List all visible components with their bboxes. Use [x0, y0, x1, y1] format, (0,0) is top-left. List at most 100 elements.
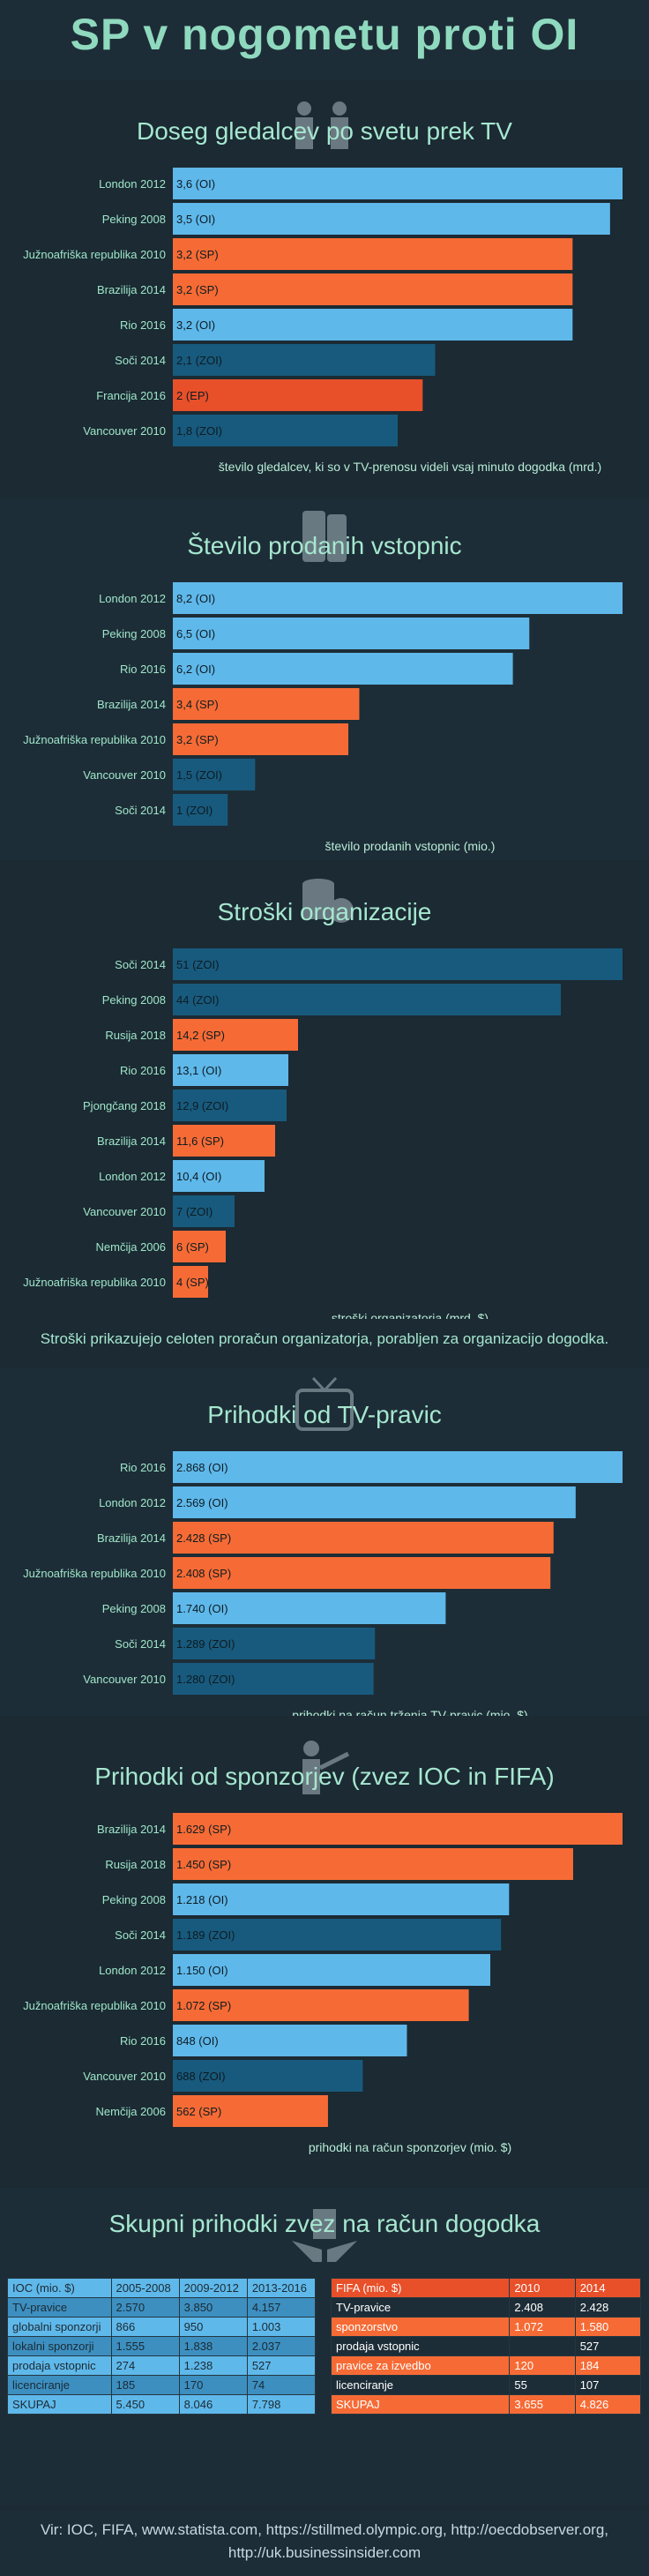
category-label: Brazilija 2014: [97, 1531, 166, 1545]
value-label: 4 (SP): [176, 1276, 209, 1289]
bar: [173, 1989, 469, 2021]
value-label: 562 (SP): [176, 2105, 221, 2118]
table-cell: TV-pravice: [330, 2297, 511, 2318]
bar: [173, 723, 349, 755]
bar: [173, 653, 513, 685]
category-label: Vancouver 2010: [83, 2070, 166, 2083]
category-label: Vancouver 2010: [83, 1205, 166, 1218]
table-cell: 1.580: [574, 2317, 642, 2337]
table-cell: 1.238: [178, 2355, 248, 2376]
table-row: pravice za izvedbo 120 184: [330, 2355, 642, 2376]
value-label: 2.408 (SP): [176, 1567, 231, 1580]
category-label: Pjongčang 2018: [83, 1099, 166, 1112]
table-header-row: FIFA (mio. $) 2010 2014: [330, 2278, 642, 2298]
category-label: Soči 2014: [115, 958, 166, 971]
page-title: SP v nogometu proti OI: [70, 10, 579, 59]
value-label: 10,4 (OI): [176, 1170, 221, 1183]
value-label: 1.150 (OI): [176, 1964, 228, 1977]
bar: [173, 415, 398, 446]
value-label: 1.629 (SP): [176, 1823, 231, 1836]
table-cell: 274: [110, 2355, 180, 2376]
value-label: 7 (ZOI): [176, 1205, 213, 1218]
table-cell: licenciranje: [7, 2375, 112, 2395]
table-cell: lokalni sponzorji: [7, 2336, 112, 2356]
value-label: 1 (ZOI): [176, 804, 213, 817]
section-title: Stroški organizacije: [217, 898, 432, 925]
section-tickets: Število prodanih vstopnic London 2012 8,2…: [0, 498, 649, 860]
table-cell: licenciranje: [330, 2375, 511, 2395]
bar: [173, 309, 573, 341]
category-label: Rio 2016: [120, 2034, 166, 2048]
category-label: London 2012: [99, 1170, 166, 1183]
value-label: 1,8 (ZOI): [176, 424, 222, 438]
category-label: Južnoafriška republika 2010: [23, 1999, 166, 2012]
category-label: Rio 2016: [120, 318, 166, 332]
sources-line-1: Vir: IOC, FIFA, www.statista.com, https:…: [40, 2521, 609, 2538]
bar: [173, 1195, 235, 1227]
category-label: Francija 2016: [96, 389, 166, 402]
chart-tickets: London 2012 8,2 (OI) Peking 2008 6,5 (OI) Ri…: [23, 582, 623, 853]
table-cell: 2014: [574, 2278, 642, 2298]
category-label: Južnoafriška republika 2010: [23, 1276, 166, 1289]
table-cell: 184: [574, 2355, 642, 2376]
table-row: prodaja vstopnic 274 1.238 527: [7, 2355, 317, 2376]
bar: [173, 688, 360, 720]
table-cell: 527: [246, 2355, 317, 2376]
section-title: Prihodki od TV-pravic: [207, 1401, 442, 1428]
value-label: 3,2 (SP): [176, 248, 219, 261]
value-label: 44 (ZOI): [176, 993, 219, 1007]
table-cell: 950: [178, 2317, 248, 2337]
axis-label: prihodki na račun trženja TV-pravic (mio…: [292, 1708, 527, 1716]
table-cell: 1.555: [110, 2336, 180, 2356]
table-cell: SKUPAJ: [7, 2394, 112, 2415]
table-cell: 2009-2012: [178, 2278, 248, 2298]
value-label: 3,2 (SP): [176, 733, 219, 746]
value-label: 2 (EP): [176, 389, 209, 402]
axis-label: prihodki na račun sponzorjev (mio. $): [309, 2140, 511, 2154]
category-label: Peking 2008: [102, 1602, 166, 1615]
category-label: Brazilija 2014: [97, 1134, 166, 1148]
bar: [173, 1663, 374, 1695]
value-label: 688 (ZOI): [176, 2070, 226, 2083]
chart-viewers: London 2012 3,6 (OI) Peking 2008 3,5 (OI) Ju…: [23, 168, 623, 474]
value-label: 12,9 (ZOI): [176, 1099, 228, 1112]
value-label: 1.218 (OI): [176, 1893, 228, 1906]
bar: [173, 1266, 208, 1298]
money-hands-icon: [292, 2209, 357, 2262]
value-label: 1.072 (SP): [176, 1999, 231, 2012]
value-label: 6,2 (OI): [176, 663, 215, 676]
table-cell: 1.072: [509, 2317, 576, 2337]
footer-sources: Vir: IOC, FIFA, www.statista.com, https:…: [0, 2510, 649, 2576]
table-row: prodaja vstopnic 527: [330, 2336, 642, 2356]
table-cell: 2005-2008: [110, 2278, 180, 2298]
category-label: Soči 2014: [115, 354, 166, 367]
value-label: 8,2 (OI): [176, 592, 215, 605]
bar: [173, 1019, 298, 1051]
category-label: Rusija 2018: [105, 1029, 166, 1042]
section-costs: Stroški organizacije Soči 2014 51 (ZOI) Pe…: [0, 865, 649, 1354]
bar: [173, 344, 436, 376]
category-label: Soči 2014: [115, 1637, 166, 1651]
section-totals: Skupni prihodki zvez na račun dogodka IO…: [0, 2188, 649, 2505]
bar: [173, 203, 610, 235]
table-cell: 8.046: [178, 2394, 248, 2415]
bar: [173, 273, 573, 305]
section-title: Prihodki od sponzorjev (zvez IOC in FIFA…: [94, 1763, 555, 1790]
bar: [173, 948, 623, 980]
table-cell: 7.798: [246, 2394, 317, 2415]
table-row: licenciranje 55 107: [330, 2375, 642, 2395]
table-cell: 866: [110, 2317, 180, 2337]
category-label: Rio 2016: [120, 663, 166, 676]
value-label: 2.569 (OI): [176, 1496, 228, 1509]
bar: [173, 1883, 510, 1915]
table-cell: 3.850: [178, 2297, 248, 2318]
value-label: 3,6 (OI): [176, 177, 215, 191]
bar: [173, 794, 228, 826]
value-label: 6 (SP): [176, 1240, 209, 1254]
value-label: 1,5 (ZOI): [176, 768, 222, 782]
table-row: sponzorstvo 1.072 1.580: [330, 2317, 642, 2337]
table-row: lokalni sponzorji 1.555 1.838 2.037: [7, 2336, 317, 2356]
table-cell: SKUPAJ: [330, 2394, 511, 2415]
value-label: 3,2 (OI): [176, 318, 215, 332]
value-label: 3,5 (OI): [176, 213, 215, 226]
